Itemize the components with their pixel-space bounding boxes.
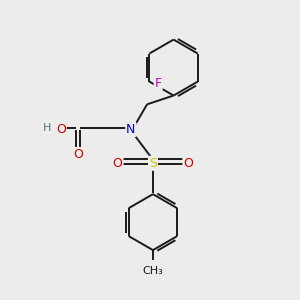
- Text: N: N: [126, 123, 136, 136]
- Text: CH₃: CH₃: [142, 266, 163, 276]
- Text: H: H: [43, 123, 51, 133]
- Text: O: O: [183, 157, 193, 170]
- Text: O: O: [113, 157, 122, 170]
- Text: S: S: [149, 157, 157, 170]
- Text: O: O: [56, 123, 66, 136]
- Text: F: F: [154, 76, 162, 89]
- Text: O: O: [73, 148, 83, 161]
